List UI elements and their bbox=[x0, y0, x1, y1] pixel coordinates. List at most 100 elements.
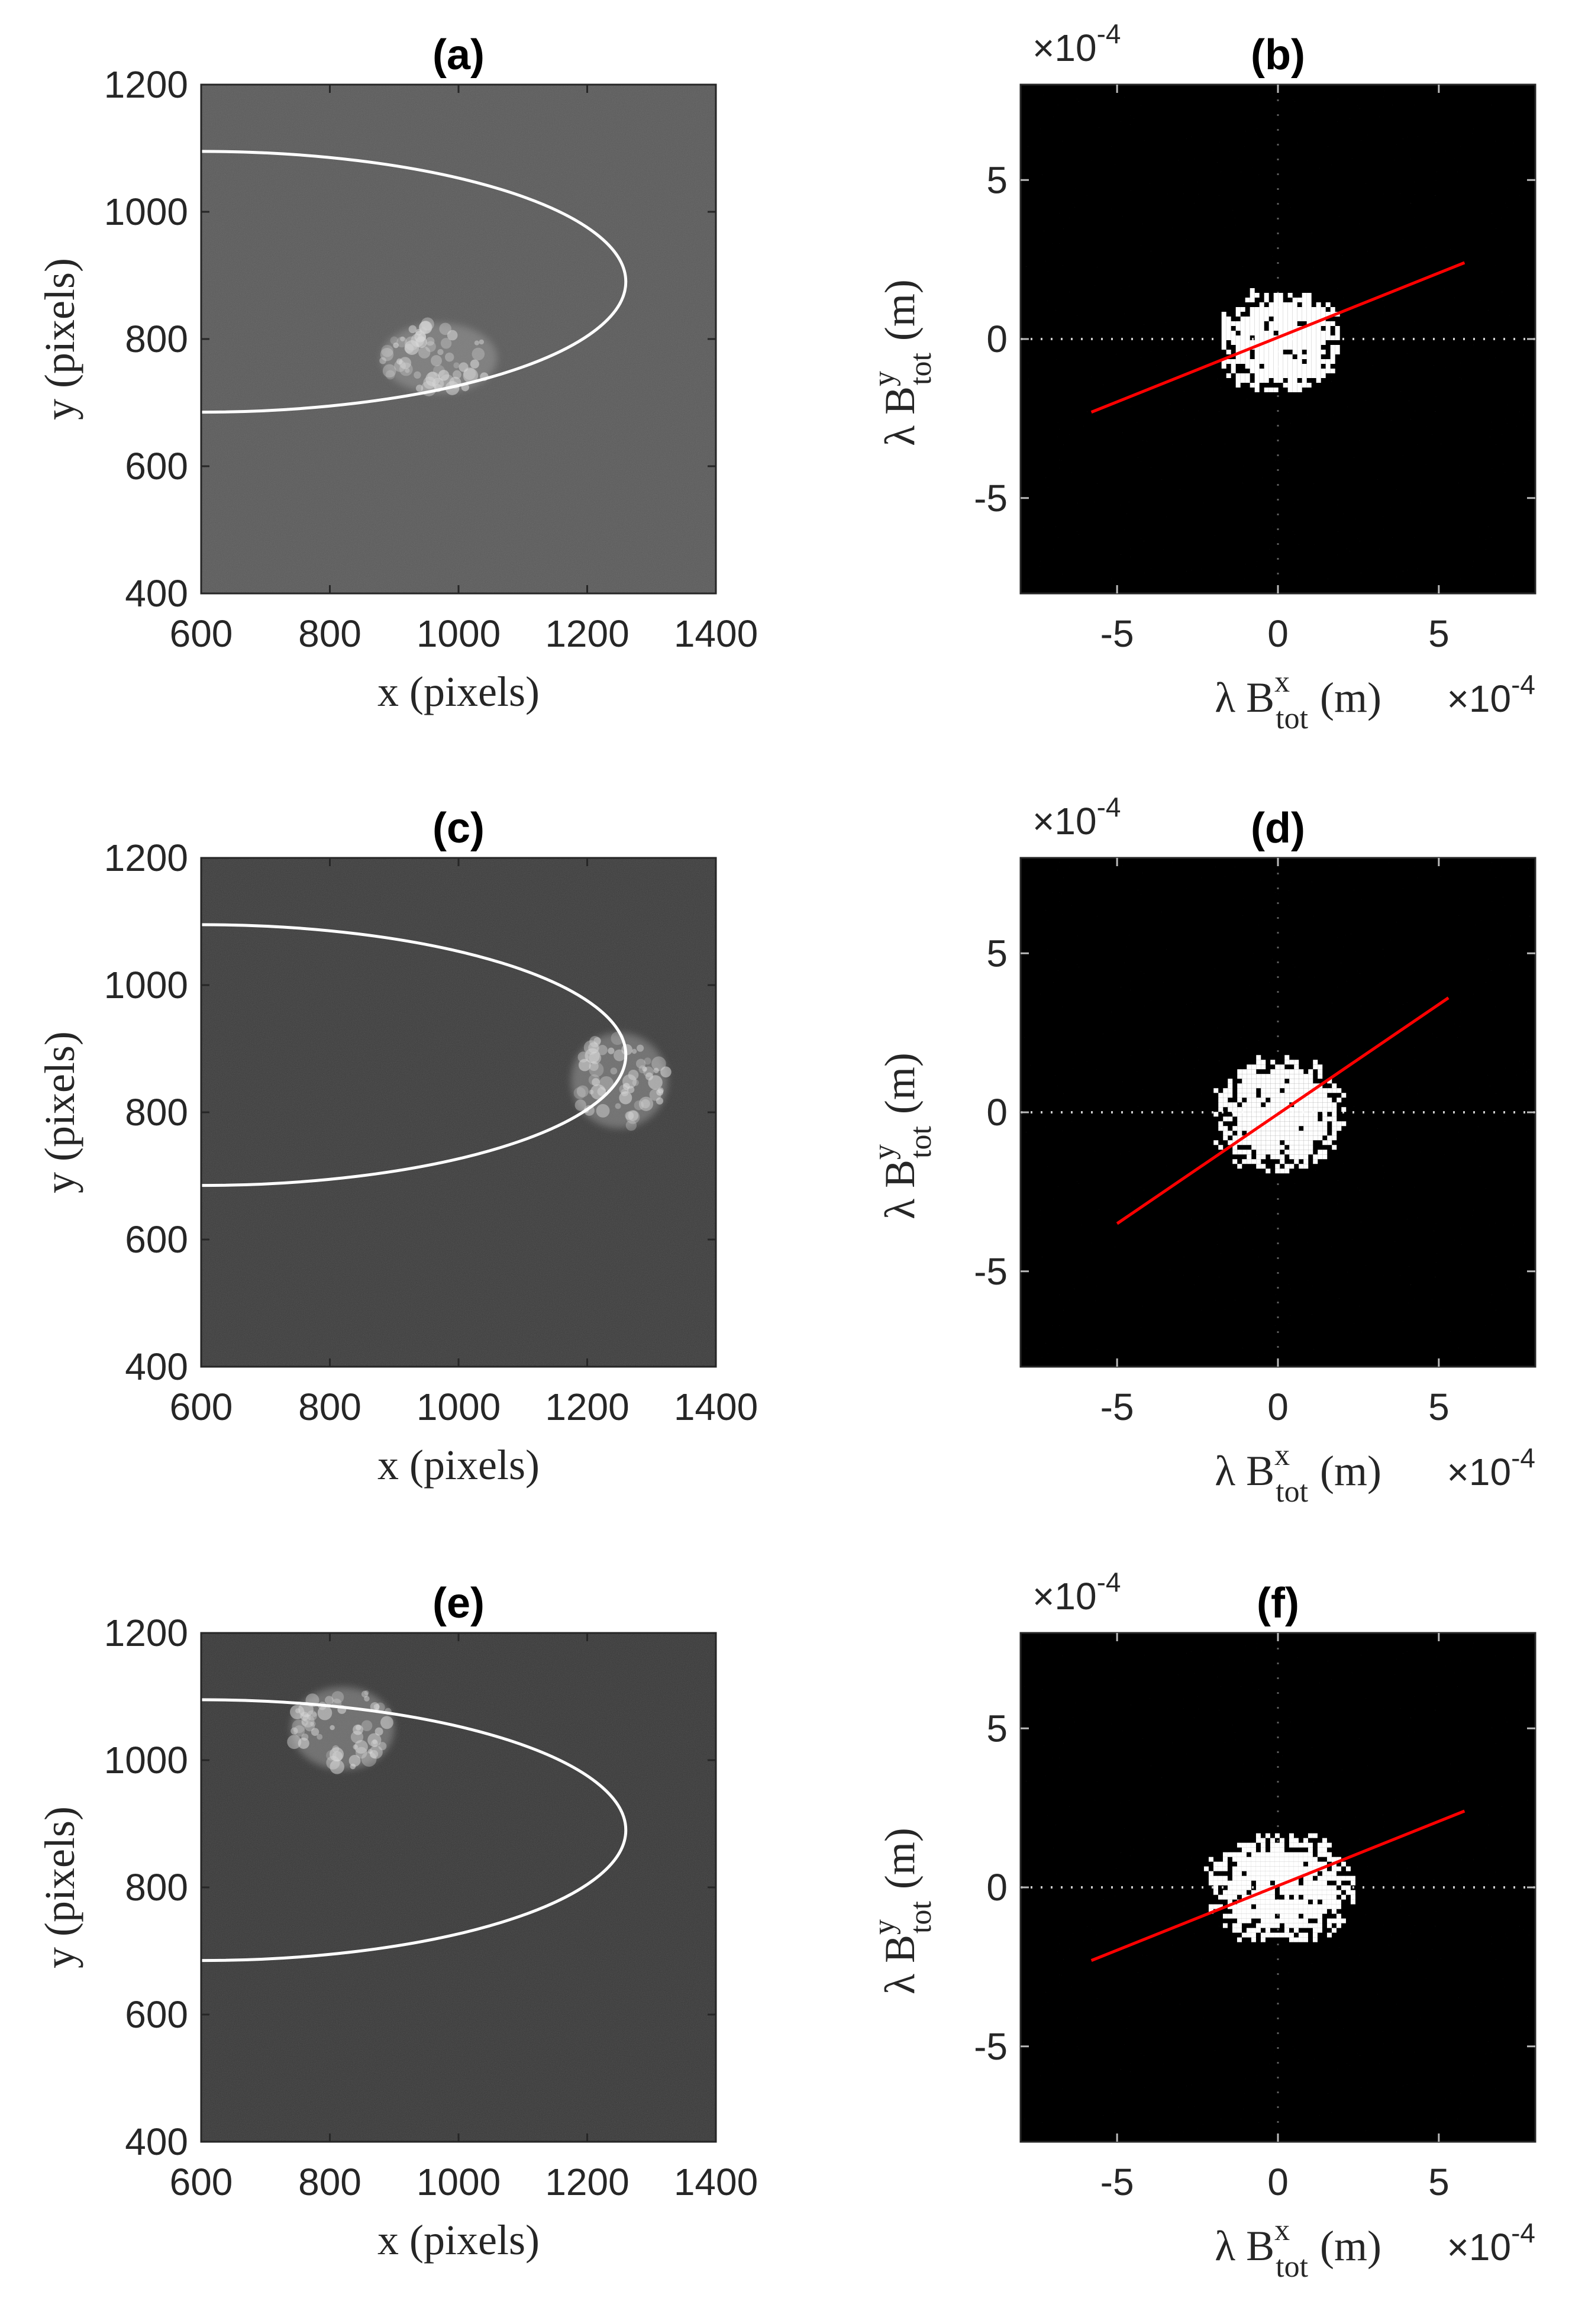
blob-pixel bbox=[1322, 1904, 1327, 1909]
spot-speckle bbox=[364, 1690, 369, 1695]
y-tick-label: 400 bbox=[125, 572, 188, 615]
blob-pixel bbox=[1270, 1842, 1275, 1848]
blob-pixel bbox=[1237, 1140, 1242, 1145]
blob-pixel bbox=[1279, 1899, 1284, 1905]
blob-pixel bbox=[1213, 1904, 1218, 1909]
blob-pixel bbox=[1251, 1890, 1256, 1895]
blob-pixel bbox=[1270, 1154, 1276, 1160]
blob-pixel bbox=[1223, 1116, 1228, 1122]
blob-pixel bbox=[1318, 1135, 1323, 1141]
blob-pixel bbox=[1336, 1923, 1341, 1928]
blob-pixel bbox=[1293, 1880, 1299, 1886]
blob-pixel bbox=[1306, 326, 1312, 331]
blob-pixel bbox=[1227, 1852, 1232, 1857]
blob-pixel bbox=[1280, 1102, 1285, 1108]
spot-speckle bbox=[447, 330, 458, 341]
blob-pixel bbox=[1299, 1140, 1304, 1145]
blob-pixel bbox=[1279, 1876, 1284, 1881]
blob-pixel bbox=[1316, 302, 1321, 307]
blob-pixel bbox=[1284, 1861, 1289, 1867]
x-tick-label: 800 bbox=[298, 2161, 361, 2203]
blob-pixel bbox=[1265, 1871, 1270, 1876]
blob-pixel bbox=[1218, 1107, 1224, 1112]
blob-pixel bbox=[1292, 302, 1297, 307]
blob-pixel bbox=[1266, 1112, 1271, 1117]
blob-pixel bbox=[1294, 1088, 1299, 1093]
blob-pixel bbox=[1299, 1098, 1304, 1103]
blob-pixel bbox=[1317, 1880, 1322, 1886]
blob-pixel bbox=[1265, 1918, 1270, 1923]
blob-pixel bbox=[1283, 359, 1288, 364]
blob-pixel bbox=[1255, 1923, 1261, 1928]
blob-pixel bbox=[1292, 345, 1297, 350]
blob-pixel bbox=[1245, 364, 1250, 369]
blob-pixel bbox=[1308, 1140, 1313, 1145]
blob-pixel bbox=[1294, 1159, 1299, 1164]
spot-speckle bbox=[329, 1747, 344, 1762]
y-tick-label: 5 bbox=[986, 932, 1008, 974]
blob-pixel bbox=[1270, 1838, 1275, 1843]
blob-pixel bbox=[1268, 373, 1274, 378]
blob-pixel bbox=[1237, 1088, 1242, 1093]
blob-pixel bbox=[1222, 1866, 1228, 1871]
blob-pixel bbox=[1254, 359, 1260, 364]
spot-speckle bbox=[459, 362, 469, 372]
blob-pixel bbox=[1260, 1847, 1266, 1852]
blob-pixel bbox=[1226, 373, 1231, 378]
blob-pixel bbox=[1226, 317, 1231, 321]
blob-pixel bbox=[1303, 1126, 1309, 1131]
blob-pixel bbox=[1270, 1107, 1276, 1112]
spot-speckle bbox=[350, 1763, 356, 1770]
blob-pixel bbox=[1240, 373, 1245, 378]
blob-pixel bbox=[1279, 1913, 1284, 1919]
blob-pixel bbox=[1273, 302, 1279, 307]
blob-pixel bbox=[1311, 335, 1316, 340]
blob-pixel bbox=[1240, 378, 1245, 383]
blob-pixel bbox=[1218, 1861, 1223, 1867]
blob-pixel bbox=[1322, 1890, 1327, 1895]
blob-pixel bbox=[1223, 1135, 1228, 1141]
panel-b: -5 0 5 -5 0 5 (b) ×10-4 ×10-4 λ Bx tot (m) λ Bytot(m… bbox=[867, 18, 1536, 735]
blob-pixel bbox=[1316, 307, 1321, 312]
blob-pixel bbox=[1302, 335, 1307, 340]
blob-pixel bbox=[1256, 1154, 1261, 1160]
blob-pixel bbox=[1289, 1098, 1295, 1103]
blob-pixel bbox=[1311, 364, 1316, 369]
spot-speckle bbox=[393, 342, 399, 348]
blob-pixel bbox=[1235, 321, 1241, 326]
blob-pixel bbox=[1303, 1899, 1308, 1905]
blob-pixel bbox=[1289, 1838, 1294, 1843]
blob-pixel bbox=[1303, 1909, 1308, 1914]
blob-pixel bbox=[1299, 1116, 1304, 1122]
blob-pixel bbox=[1213, 1890, 1218, 1895]
blob-pixel bbox=[1318, 1102, 1323, 1108]
blob-pixel bbox=[1341, 1885, 1346, 1890]
blob-pixel bbox=[1311, 373, 1316, 378]
blob-pixel bbox=[1255, 1876, 1261, 1881]
blob-pixel bbox=[1317, 1918, 1322, 1923]
blob-pixel bbox=[1336, 1876, 1341, 1881]
blob-pixel bbox=[1250, 307, 1255, 312]
blob-pixel bbox=[1289, 1842, 1294, 1848]
blob-pixel bbox=[1259, 312, 1264, 317]
blob-pixel bbox=[1316, 378, 1321, 383]
blob-pixel bbox=[1332, 1088, 1337, 1093]
blob-pixel bbox=[1303, 1135, 1309, 1141]
x-axis-label: x (pixels) bbox=[377, 2216, 540, 2264]
blob-pixel bbox=[1284, 1871, 1289, 1876]
blob-pixel bbox=[1321, 359, 1326, 364]
blob-pixel bbox=[1275, 1102, 1280, 1108]
blob-pixel bbox=[1289, 1909, 1294, 1914]
blob-pixel bbox=[1306, 298, 1312, 302]
blob-pixel bbox=[1332, 1126, 1337, 1131]
blob-pixel bbox=[1312, 1857, 1318, 1862]
blob-pixel bbox=[1265, 1857, 1270, 1862]
blob-pixel bbox=[1287, 354, 1293, 359]
blob-pixel bbox=[1270, 1852, 1275, 1857]
blob-pixel bbox=[1325, 364, 1331, 369]
blob-pixel bbox=[1293, 1923, 1299, 1928]
blob-pixel bbox=[1221, 321, 1226, 326]
x-tick-label: 5 bbox=[1428, 612, 1450, 655]
blob-pixel bbox=[1222, 1923, 1228, 1928]
blob-pixel bbox=[1292, 326, 1297, 331]
